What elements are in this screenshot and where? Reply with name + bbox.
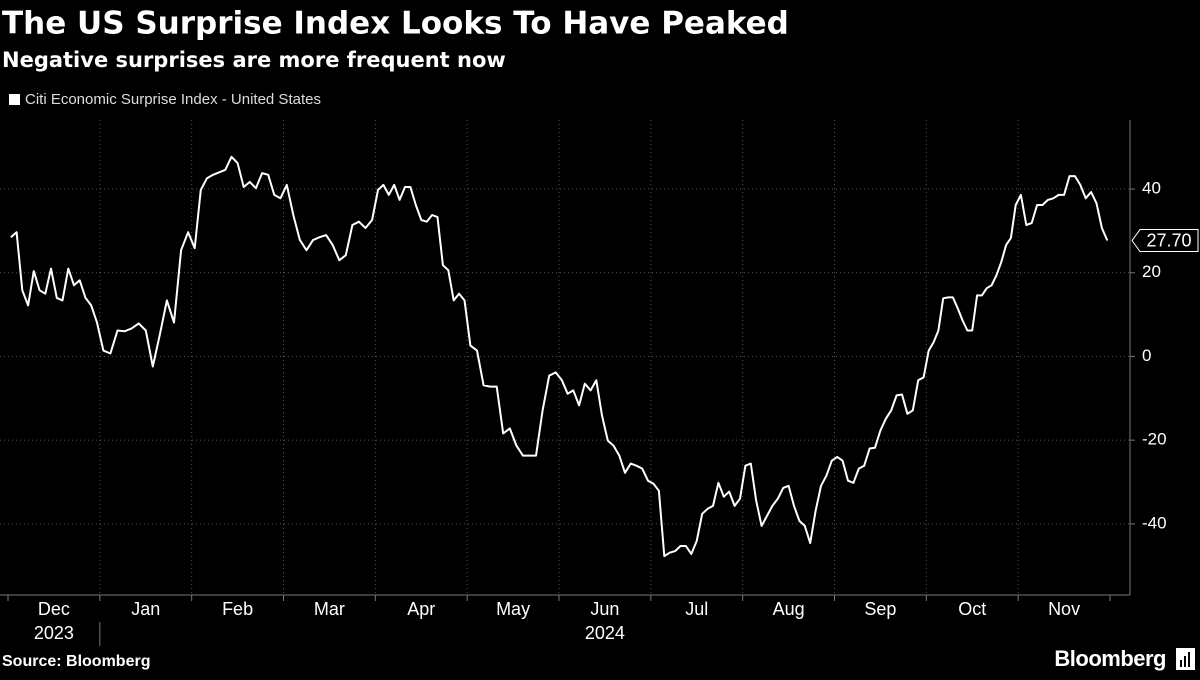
last-value-box xyxy=(1131,229,1199,253)
x-tick-label: Nov xyxy=(1048,599,1080,619)
line xyxy=(10,155,1109,558)
y-tick-label: 40 xyxy=(1142,179,1161,198)
x-tick-label: Dec xyxy=(38,599,70,619)
brand: Bloomberg xyxy=(1054,646,1166,671)
legend-swatch xyxy=(9,94,20,105)
source: Source: Bloomberg xyxy=(2,653,150,670)
y-tick-label: -40 xyxy=(1142,513,1167,532)
year-label: 2023 xyxy=(34,623,74,643)
x-tick-label: Jul xyxy=(685,599,708,619)
x-tick-label: Mar xyxy=(314,599,345,619)
year-label: 2024 xyxy=(585,623,625,643)
y-tick-label: 0 xyxy=(1142,346,1151,365)
legend-label: Citi Economic Surprise Index - United St… xyxy=(25,91,321,108)
x-tick-label: Aug xyxy=(773,599,805,619)
y-tick-label: -20 xyxy=(1142,430,1167,449)
y-tick-label: 20 xyxy=(1142,262,1161,281)
x-tick-label: Jun xyxy=(590,599,619,619)
x-tick-label: Sep xyxy=(864,599,896,619)
x-tick-label: May xyxy=(496,599,530,619)
brand-icon xyxy=(1176,648,1195,670)
x-tick-label: Apr xyxy=(407,599,435,619)
chart-subtitle: Negative surprises are more frequent now xyxy=(2,48,506,72)
x-tick-label: Feb xyxy=(222,599,253,619)
x-tick-label: Jan xyxy=(131,599,160,619)
last-value-label: 27.70 xyxy=(1146,230,1191,250)
chart-title: The US Surprise Index Looks To Have Peak… xyxy=(2,6,789,42)
x-tick-label: Oct xyxy=(958,599,986,619)
